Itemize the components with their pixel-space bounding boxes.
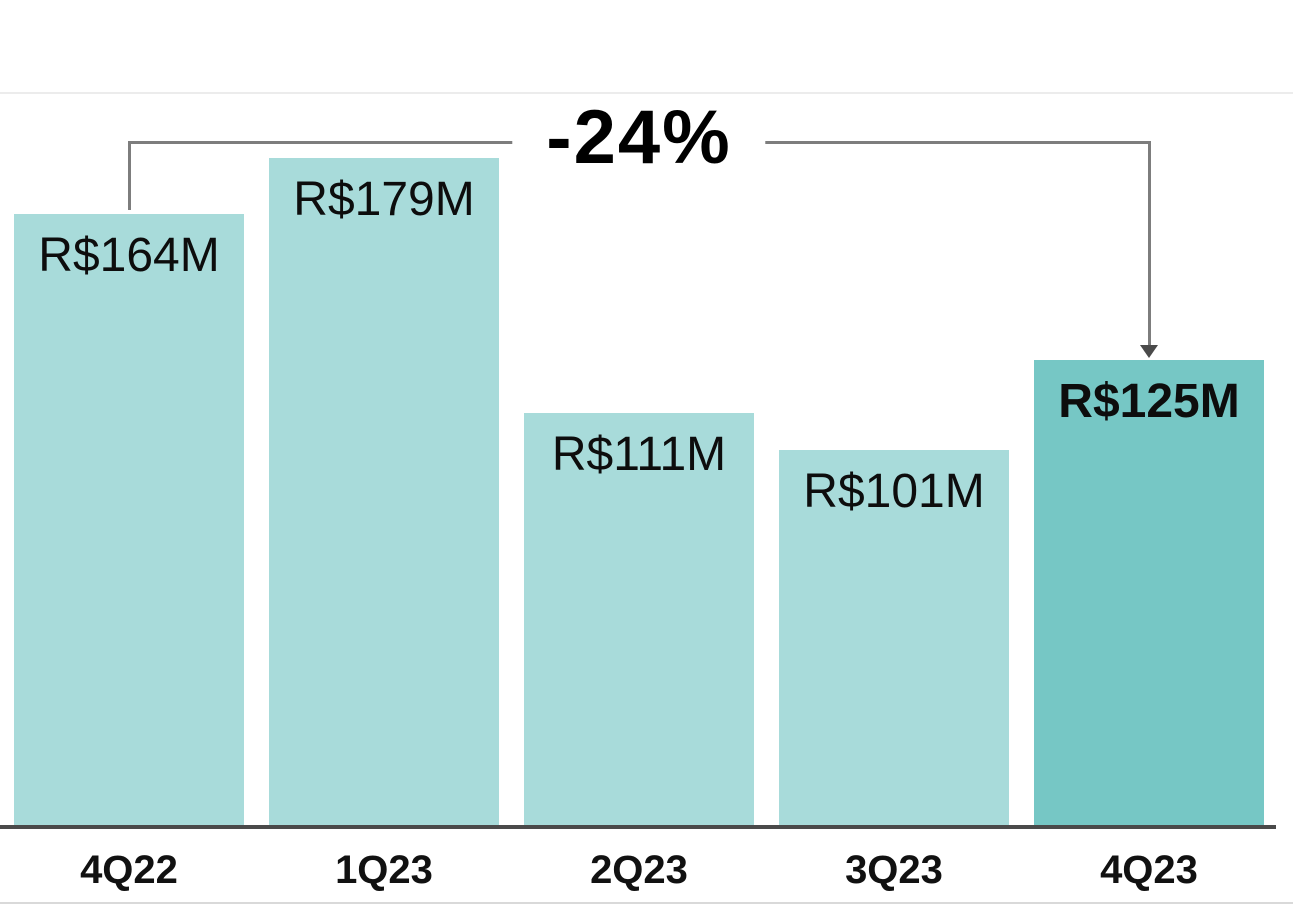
bracket-left-drop-line [127, 141, 131, 210]
x-axis-label-2q23: 2Q23 [590, 848, 688, 892]
x-axis-label-3q23: 3Q23 [845, 848, 943, 892]
x-axis-label-4q23: 4Q23 [1100, 848, 1198, 892]
bottom-border-line [0, 902, 1293, 904]
bracket-right-drop-line [1147, 141, 1151, 345]
bar-value-label-1q23: R$179M [293, 173, 475, 226]
bar-4q22: R$164M [14, 214, 244, 829]
x-axis-label-1q23: 1Q23 [335, 848, 433, 892]
down-arrow-icon [1140, 345, 1158, 358]
bar-value-label-4q22: R$164M [38, 229, 220, 282]
bar-value-label-3q23: R$101M [803, 465, 985, 518]
bar-3q23: R$101M [779, 450, 1009, 829]
bar-value-label-4q23: R$125M [1058, 375, 1240, 428]
x-axis-label-4q22: 4Q22 [80, 848, 178, 892]
bar-4q23: R$125M [1034, 360, 1264, 829]
bar-1q23: R$179M [269, 158, 499, 829]
x-axis-line [0, 825, 1276, 829]
bar-value-label-2q23: R$111M [551, 428, 727, 481]
top-border-line [0, 92, 1293, 94]
bar-2q23: R$111M [524, 413, 754, 829]
change-annotation-label: -24% [512, 100, 766, 176]
